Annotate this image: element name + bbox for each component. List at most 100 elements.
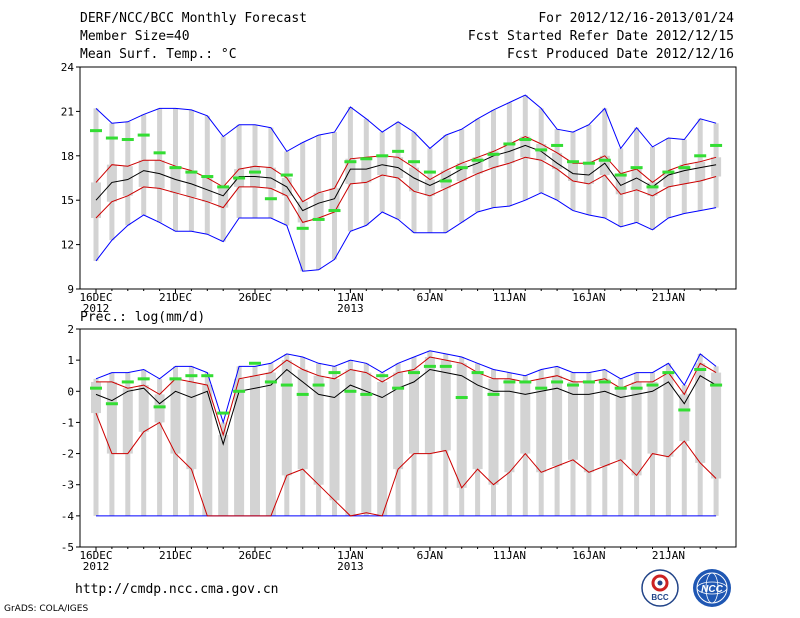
observed-mark [567, 383, 579, 387]
temperature-frame [79, 66, 737, 290]
observed-mark [90, 129, 102, 133]
observed-mark [646, 185, 659, 189]
spread-box [631, 169, 642, 190]
spread-box [409, 369, 419, 454]
observed-mark [121, 138, 134, 142]
observed-mark [264, 380, 277, 384]
p75-line [95, 136, 717, 203]
spread-box [361, 372, 372, 513]
spread-box [488, 151, 499, 168]
x-tick-label: 21DEC [159, 291, 192, 304]
x-tick-label: 1JAN [337, 291, 364, 304]
x-tick-year-label: 2013 [337, 302, 364, 315]
observed-mark [312, 383, 325, 387]
y-tick-label: 15 [61, 194, 74, 207]
observed-mark [233, 389, 246, 393]
observed-mark [185, 170, 198, 174]
spread-box [329, 378, 340, 501]
refer-date: Fcst Started Refer Date 2012/12/15 [467, 29, 734, 44]
observed-mark [455, 166, 468, 170]
spread-whisker [93, 378, 99, 516]
observed-mark [169, 166, 182, 170]
spread-box [250, 375, 260, 516]
observed-mark [376, 154, 389, 158]
observed-mark [551, 380, 564, 384]
observed-mark [471, 371, 484, 375]
observed-mark [662, 371, 675, 375]
spread-box [456, 163, 467, 181]
spread-whisker [681, 385, 687, 516]
spread-box [583, 381, 594, 473]
spread-box [599, 378, 610, 467]
observed-mark [296, 226, 309, 230]
y-tick-label: 21 [61, 105, 74, 118]
y-tick-label: -2 [61, 448, 74, 461]
spread-box [329, 188, 340, 213]
observed-mark [105, 402, 118, 406]
spread-box [520, 381, 531, 454]
y-tick-label: 1 [67, 354, 74, 367]
observed-mark [455, 396, 468, 400]
spread-box [647, 381, 658, 454]
observed-mark [105, 136, 118, 140]
spread-box [218, 434, 229, 516]
spread-box [345, 369, 356, 516]
spread-box [711, 157, 722, 177]
observed-mark [630, 386, 643, 390]
x-tick-label: 6JAN [417, 291, 444, 304]
x-tick-year-label: 2012 [83, 302, 110, 315]
spread-box [615, 388, 626, 460]
forecast-period: For 2012/12/16-2013/01/24 [538, 11, 734, 26]
observed-mark [280, 383, 293, 387]
max-line [95, 192, 717, 272]
spread-box [536, 378, 547, 473]
spread-box [631, 381, 642, 476]
spread-box [154, 160, 165, 189]
site-url[interactable]: http://cmdp.ncc.cma.gov.cn [75, 582, 279, 597]
observed-mark [598, 380, 611, 384]
observed-mark [360, 392, 373, 396]
spread-box [91, 381, 101, 414]
observed-mark [519, 380, 532, 384]
spread-box [265, 372, 276, 516]
spread-box [456, 363, 467, 488]
spread-box [361, 157, 372, 183]
observed-mark [582, 380, 595, 384]
spread-box [313, 375, 324, 485]
y-tick-label: 18 [61, 150, 74, 163]
max-line [95, 350, 717, 425]
spread-box [711, 372, 722, 479]
spread-box [679, 394, 690, 442]
p25-line [95, 412, 717, 517]
p75-line [96, 356, 717, 437]
observed-mark [503, 380, 516, 384]
observed-mark [598, 158, 611, 162]
x-tick-label: 16DEC [79, 291, 112, 304]
precip-label: Prec.: log(mm/d) [80, 310, 206, 325]
spread-box [583, 163, 594, 184]
observed-mark [344, 160, 357, 164]
observed-mark [328, 209, 341, 213]
observed-mark [185, 374, 198, 378]
spread-box [170, 378, 181, 454]
observed-mark [614, 386, 627, 390]
x-tick-label: 1JAN [337, 549, 364, 562]
spread-box [106, 381, 117, 454]
observed-mark [217, 185, 230, 189]
spread-box [154, 394, 165, 423]
spread-box [552, 152, 563, 170]
y-tick-label: 12 [61, 239, 74, 252]
spread-box [122, 166, 133, 196]
precipitation-frame [79, 328, 737, 548]
observed-mark [408, 371, 420, 375]
member-size: Member Size=40 [80, 29, 190, 44]
observed-mark [249, 170, 261, 174]
spread-whisker [141, 369, 147, 516]
spread-box [679, 164, 690, 184]
y-tick-label: -1 [61, 416, 74, 429]
observed-mark [408, 160, 420, 164]
x-tick-label: 21DEC [159, 549, 192, 562]
observed-mark [487, 392, 500, 396]
y-tick-label: 0 [67, 385, 74, 398]
